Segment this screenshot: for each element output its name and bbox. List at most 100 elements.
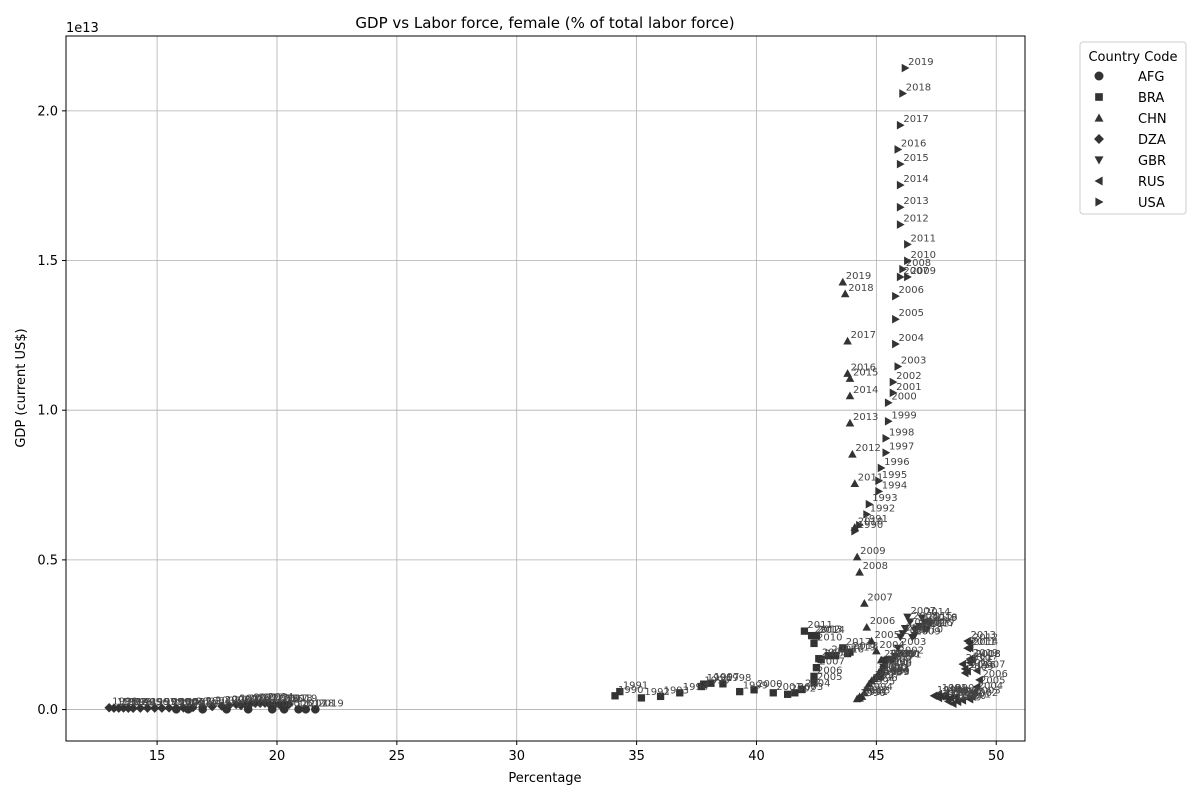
point-label: 1992 (863, 686, 888, 697)
legend-marker-usa (1095, 197, 1104, 207)
point-label: 2010 (858, 516, 883, 527)
point-label: 2004 (978, 681, 1003, 692)
point-label: 2013 (817, 625, 842, 636)
point-label: 1994 (683, 682, 708, 693)
point-label: 2006 (225, 695, 250, 706)
point-label: 1993 (664, 685, 689, 696)
point-label: 2008 (975, 649, 1000, 660)
data-point (656, 692, 665, 701)
series-usa (851, 63, 912, 536)
data-point (831, 652, 840, 660)
data-point (856, 520, 864, 530)
series-rus (929, 636, 983, 708)
point-label: 1996 (872, 673, 897, 684)
point-label: 2011 (918, 619, 943, 630)
point-label: 2009 (860, 546, 885, 557)
point-label: 2000 (891, 392, 916, 403)
point-label: 2007 (980, 660, 1005, 671)
point-label: 2019 (318, 698, 343, 709)
data-point (104, 702, 114, 713)
point-label: 2000 (894, 649, 919, 660)
point-label: 2016 (839, 645, 864, 656)
data-point (900, 624, 910, 633)
point-label: 1998 (951, 690, 976, 701)
data-point (207, 701, 217, 712)
point-label: 2003 (975, 686, 1000, 697)
point-label: 1994 (884, 664, 909, 675)
point-label: 1997 (151, 697, 176, 708)
point-label: 2015 (831, 645, 856, 656)
point-label: 2018 (932, 613, 957, 624)
data-point (245, 698, 256, 709)
data-point (845, 374, 855, 382)
point-label: 2004 (206, 696, 231, 707)
point-label: 2017 (930, 618, 955, 629)
point-label: 1998 (877, 668, 902, 679)
point-label: 1990 (112, 697, 137, 708)
legend-marker-chn (1094, 113, 1104, 122)
data-point (863, 510, 872, 519)
data-point (855, 567, 864, 576)
point-label: 1999 (743, 681, 768, 692)
point-label: 2005 (899, 308, 924, 319)
point-label: 1992 (644, 687, 669, 698)
data-point (963, 666, 971, 676)
point-label: 2015 (968, 658, 993, 669)
point-label: 1991 (863, 687, 888, 698)
point-label: 2009 (179, 698, 204, 709)
y-axis-label: GDP (current US$) (14, 328, 29, 447)
point-label: 1999 (891, 410, 916, 421)
point-label: 1993 (884, 667, 909, 678)
point-label: 1992 (937, 685, 962, 696)
data-point (812, 632, 821, 640)
point-label: 2003 (798, 682, 823, 693)
data-point (260, 698, 270, 708)
data-point (894, 145, 903, 154)
point-label: 1992 (884, 663, 909, 674)
point-label: 2000 (882, 662, 907, 673)
point-label: 2008 (863, 561, 888, 572)
point-label: 2015 (273, 694, 298, 705)
point-label: 2008 (239, 693, 264, 704)
point-label: 1996 (707, 673, 732, 684)
data-point (157, 703, 167, 713)
point-label: 2000 (757, 679, 782, 690)
data-point (197, 702, 208, 712)
x-tick-label: 40 (748, 749, 765, 764)
data-point (135, 703, 146, 713)
data-point (905, 618, 915, 627)
point-label: 1993 (127, 697, 152, 708)
point-label: 2019 (908, 57, 933, 68)
point-label: 1998 (158, 697, 183, 708)
point-label: 1996 (884, 457, 909, 468)
data-point (817, 655, 825, 664)
point-label: 2011 (911, 233, 936, 244)
point-label: 1995 (704, 676, 729, 687)
point-label: 1990 (618, 685, 643, 696)
legend-label-bra: BRA (1138, 91, 1164, 106)
point-label: 2015 (903, 153, 928, 164)
data-point (958, 659, 967, 669)
point-label: 2000 (172, 697, 197, 708)
point-label: 2016 (970, 660, 995, 671)
point-label: 2019 (932, 613, 957, 624)
data-point (899, 264, 908, 274)
point-label: 1998 (889, 427, 914, 438)
data-point (910, 631, 920, 640)
point-label: 1996 (954, 687, 979, 698)
data-point (860, 688, 869, 697)
point-label: 2009 (915, 626, 940, 637)
point-label: 1996 (887, 656, 912, 667)
point-label: 2018 (287, 693, 312, 704)
point-label: 2014 (925, 607, 950, 618)
legend-label-afg: AFG (1138, 70, 1164, 85)
data-point (892, 339, 900, 349)
data-point (958, 696, 967, 705)
data-point (896, 120, 905, 130)
point-label: 2014 (973, 637, 998, 648)
point-label: 2006 (870, 616, 895, 627)
x-axis-label: Percentage (508, 771, 581, 786)
legend-label-gbr: GBR (1138, 154, 1166, 169)
data-point (810, 639, 818, 648)
data-point (750, 686, 758, 694)
